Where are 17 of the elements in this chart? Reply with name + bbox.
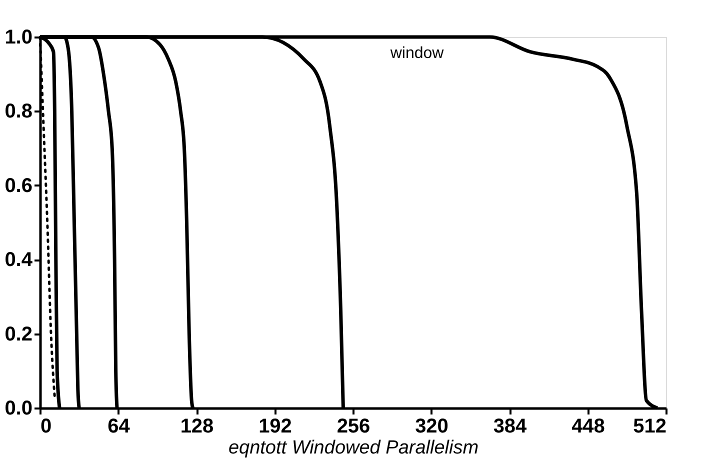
x-tick-label: 128 <box>180 416 214 438</box>
y-tick-label: 1.0 <box>4 26 32 48</box>
x-tick-label: 192 <box>258 416 292 438</box>
x-tick-label: 448 <box>572 416 605 438</box>
x-tick-label: 256 <box>336 416 370 438</box>
y-tick-label: 0.8 <box>4 100 32 123</box>
y-tick-label: 0.4 <box>4 249 34 272</box>
y-tick-label: 0.2 <box>4 323 32 346</box>
x-tick-label: 384 <box>493 416 528 438</box>
x-tick-label: 0 <box>40 416 52 438</box>
y-tick-label: 0.0 <box>4 398 32 420</box>
x-axis-title: eqntott Windowed Parallelism <box>228 438 479 458</box>
x-tick-label: 320 <box>415 416 448 438</box>
x-tick-label: 512 <box>633 416 666 438</box>
y-tick-label: 0.6 <box>4 174 32 197</box>
annotation: window <box>389 45 444 62</box>
x-tick-label: 64 <box>108 416 131 438</box>
